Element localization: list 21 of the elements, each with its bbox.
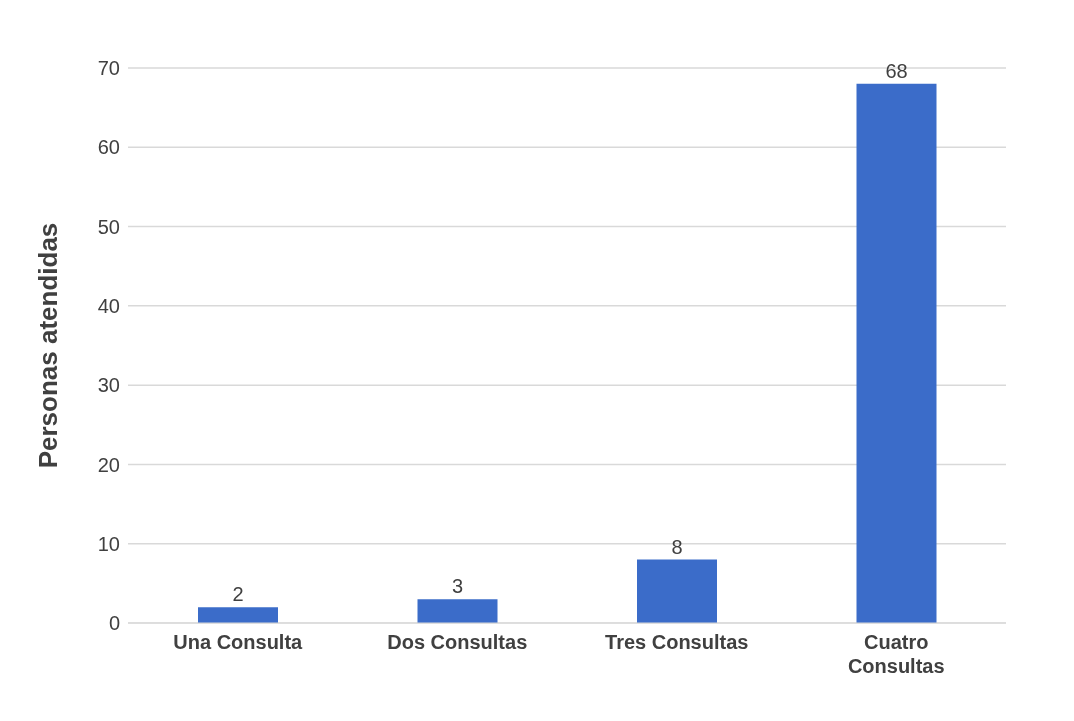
bar	[856, 83, 937, 623]
y-tick-label: 10	[97, 532, 120, 555]
data-label: 2	[232, 583, 244, 606]
data-label: 68	[885, 59, 908, 82]
y-tick-label: 70	[97, 57, 120, 80]
bar	[637, 559, 717, 623]
data-label: 8	[671, 535, 683, 558]
y-tick-label: 0	[108, 612, 120, 635]
y-tick-label: 50	[97, 215, 120, 238]
bar	[198, 607, 278, 623]
bar	[417, 599, 498, 623]
x-tick-label: Una Consulta	[173, 631, 304, 653]
x-tick-label: Dos Consultas	[387, 631, 528, 653]
y-tick-label: 60	[97, 136, 120, 159]
y-tick-label: 30	[97, 374, 120, 397]
data-label: 3	[451, 575, 464, 598]
y-axis-title: Personas atendidas	[33, 222, 64, 469]
x-tick-label: Tres Consultas	[605, 631, 749, 653]
y-tick-label: 20	[97, 453, 120, 476]
y-tick-label: 40	[97, 294, 120, 317]
x-tick-label: Cuatro Consultas	[847, 631, 945, 677]
